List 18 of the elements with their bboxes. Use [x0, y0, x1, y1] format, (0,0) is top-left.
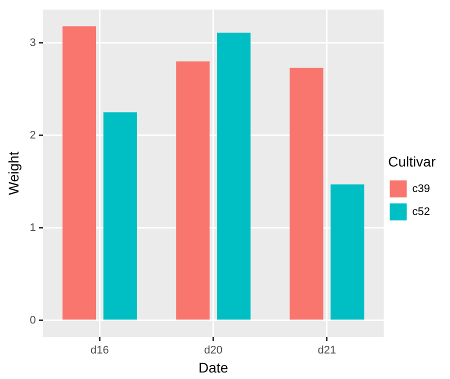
x-axis-title: Date [198, 359, 228, 376]
y-tick-label: 3 [30, 36, 36, 49]
legend-label: c39 [412, 182, 430, 195]
bar [290, 68, 324, 320]
y-tick-label: 2 [30, 129, 36, 142]
x-tick-label: d16 [90, 344, 109, 357]
bar [176, 61, 210, 320]
y-tick-label: 0 [30, 314, 36, 326]
x-tick-label: d21 [318, 344, 336, 357]
bar [217, 32, 251, 320]
y-tick-label: 1 [30, 222, 36, 234]
bar [62, 26, 96, 320]
y-axis-title: Weight [5, 152, 22, 195]
legend-title: Cultivar [388, 153, 436, 170]
legend-label: c52 [412, 206, 430, 218]
bar [330, 184, 364, 320]
x-tick-label: d20 [204, 344, 223, 357]
bar [103, 112, 137, 320]
